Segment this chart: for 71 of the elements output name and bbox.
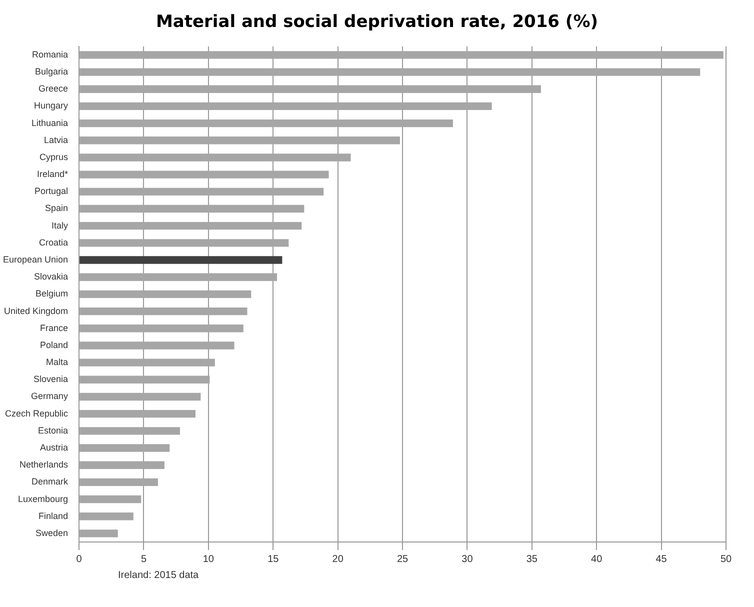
x-tick-label: 5	[140, 554, 147, 565]
bar	[80, 68, 700, 76]
y-tick-label: Italy	[52, 220, 69, 230]
y-tick-label: Latvia	[44, 134, 68, 145]
chart-title: Material and social deprivation rate, 2016 (%)	[154, 12, 600, 34]
y-tick-label: Cyprus	[40, 152, 69, 162]
bar	[80, 136, 400, 144]
x-tick-label: 20	[332, 554, 344, 565]
y-tick-label: Estonia	[38, 425, 68, 436]
y-tick-label: Poland	[40, 340, 68, 350]
bar	[80, 478, 158, 486]
y-tick-label: France	[40, 322, 68, 333]
bar	[80, 530, 118, 538]
bar	[80, 188, 324, 196]
y-tick-label: Spain	[45, 203, 68, 214]
y-tick-label: Malta	[46, 357, 68, 368]
bar	[80, 392, 201, 401]
y-tick-label: Slovakia	[34, 272, 68, 282]
y-tick-label: Luxembourg	[18, 494, 68, 504]
y-tick-label: Romania	[32, 49, 68, 60]
x-tick-label: 30	[462, 554, 474, 565]
x-tick-label: 0	[76, 554, 82, 565]
y-tick-label: Sweden	[36, 528, 68, 538]
y-tick-label: Netherlands	[20, 460, 69, 470]
x-tick-label: 10	[202, 554, 214, 565]
bar	[80, 358, 215, 366]
bar	[80, 444, 170, 452]
bar	[80, 427, 180, 435]
y-tick-label: Portugal	[34, 186, 68, 196]
bar	[80, 222, 302, 230]
y-tick-label: Belgium	[36, 288, 68, 299]
bar	[80, 495, 142, 504]
bar	[80, 170, 329, 178]
y-tick-label: Hungary	[34, 100, 69, 111]
x-tick-label: 45	[656, 554, 668, 565]
y-tick-label: Lithuania	[32, 118, 68, 128]
y-tick-label: Germany	[31, 391, 69, 402]
bar	[80, 342, 234, 350]
x-tick-label: 50	[720, 554, 732, 565]
x-tick-label: 15	[268, 554, 280, 565]
bar	[80, 119, 453, 128]
x-tick-label: 35	[526, 554, 538, 565]
y-tick-label: Denmark	[32, 476, 69, 487]
bar	[80, 51, 724, 59]
bar	[80, 102, 492, 110]
x-tick-label: 40	[591, 554, 603, 565]
bar	[80, 461, 164, 469]
y-tick-label: United Kingdom	[4, 306, 68, 316]
y-tick-label: Finland	[38, 510, 68, 521]
y-tick-label: Slovenia	[34, 374, 68, 384]
bar	[80, 512, 134, 520]
x-tick-label: 25	[396, 554, 409, 565]
y-tick-label: Greece	[38, 84, 68, 94]
bar	[80, 273, 278, 281]
bar	[80, 290, 252, 298]
bar	[80, 324, 244, 332]
bar	[80, 307, 248, 316]
y-tick-label: Austria	[40, 442, 68, 452]
bar	[80, 154, 351, 162]
y-tick-label: Bulgaria	[35, 66, 68, 77]
bar	[80, 410, 196, 418]
y-tick-label: Czech Republic	[5, 408, 69, 418]
y-tick-label: European Union	[2, 254, 68, 265]
bar	[80, 376, 210, 384]
bar	[80, 239, 289, 247]
bar	[80, 256, 282, 264]
y-tick-label: Ireland*	[37, 169, 69, 180]
bar	[80, 204, 304, 213]
y-tick-label: Croatia	[39, 237, 68, 248]
bar	[80, 85, 541, 93]
text: Ireland: 2015 data	[118, 570, 200, 581]
